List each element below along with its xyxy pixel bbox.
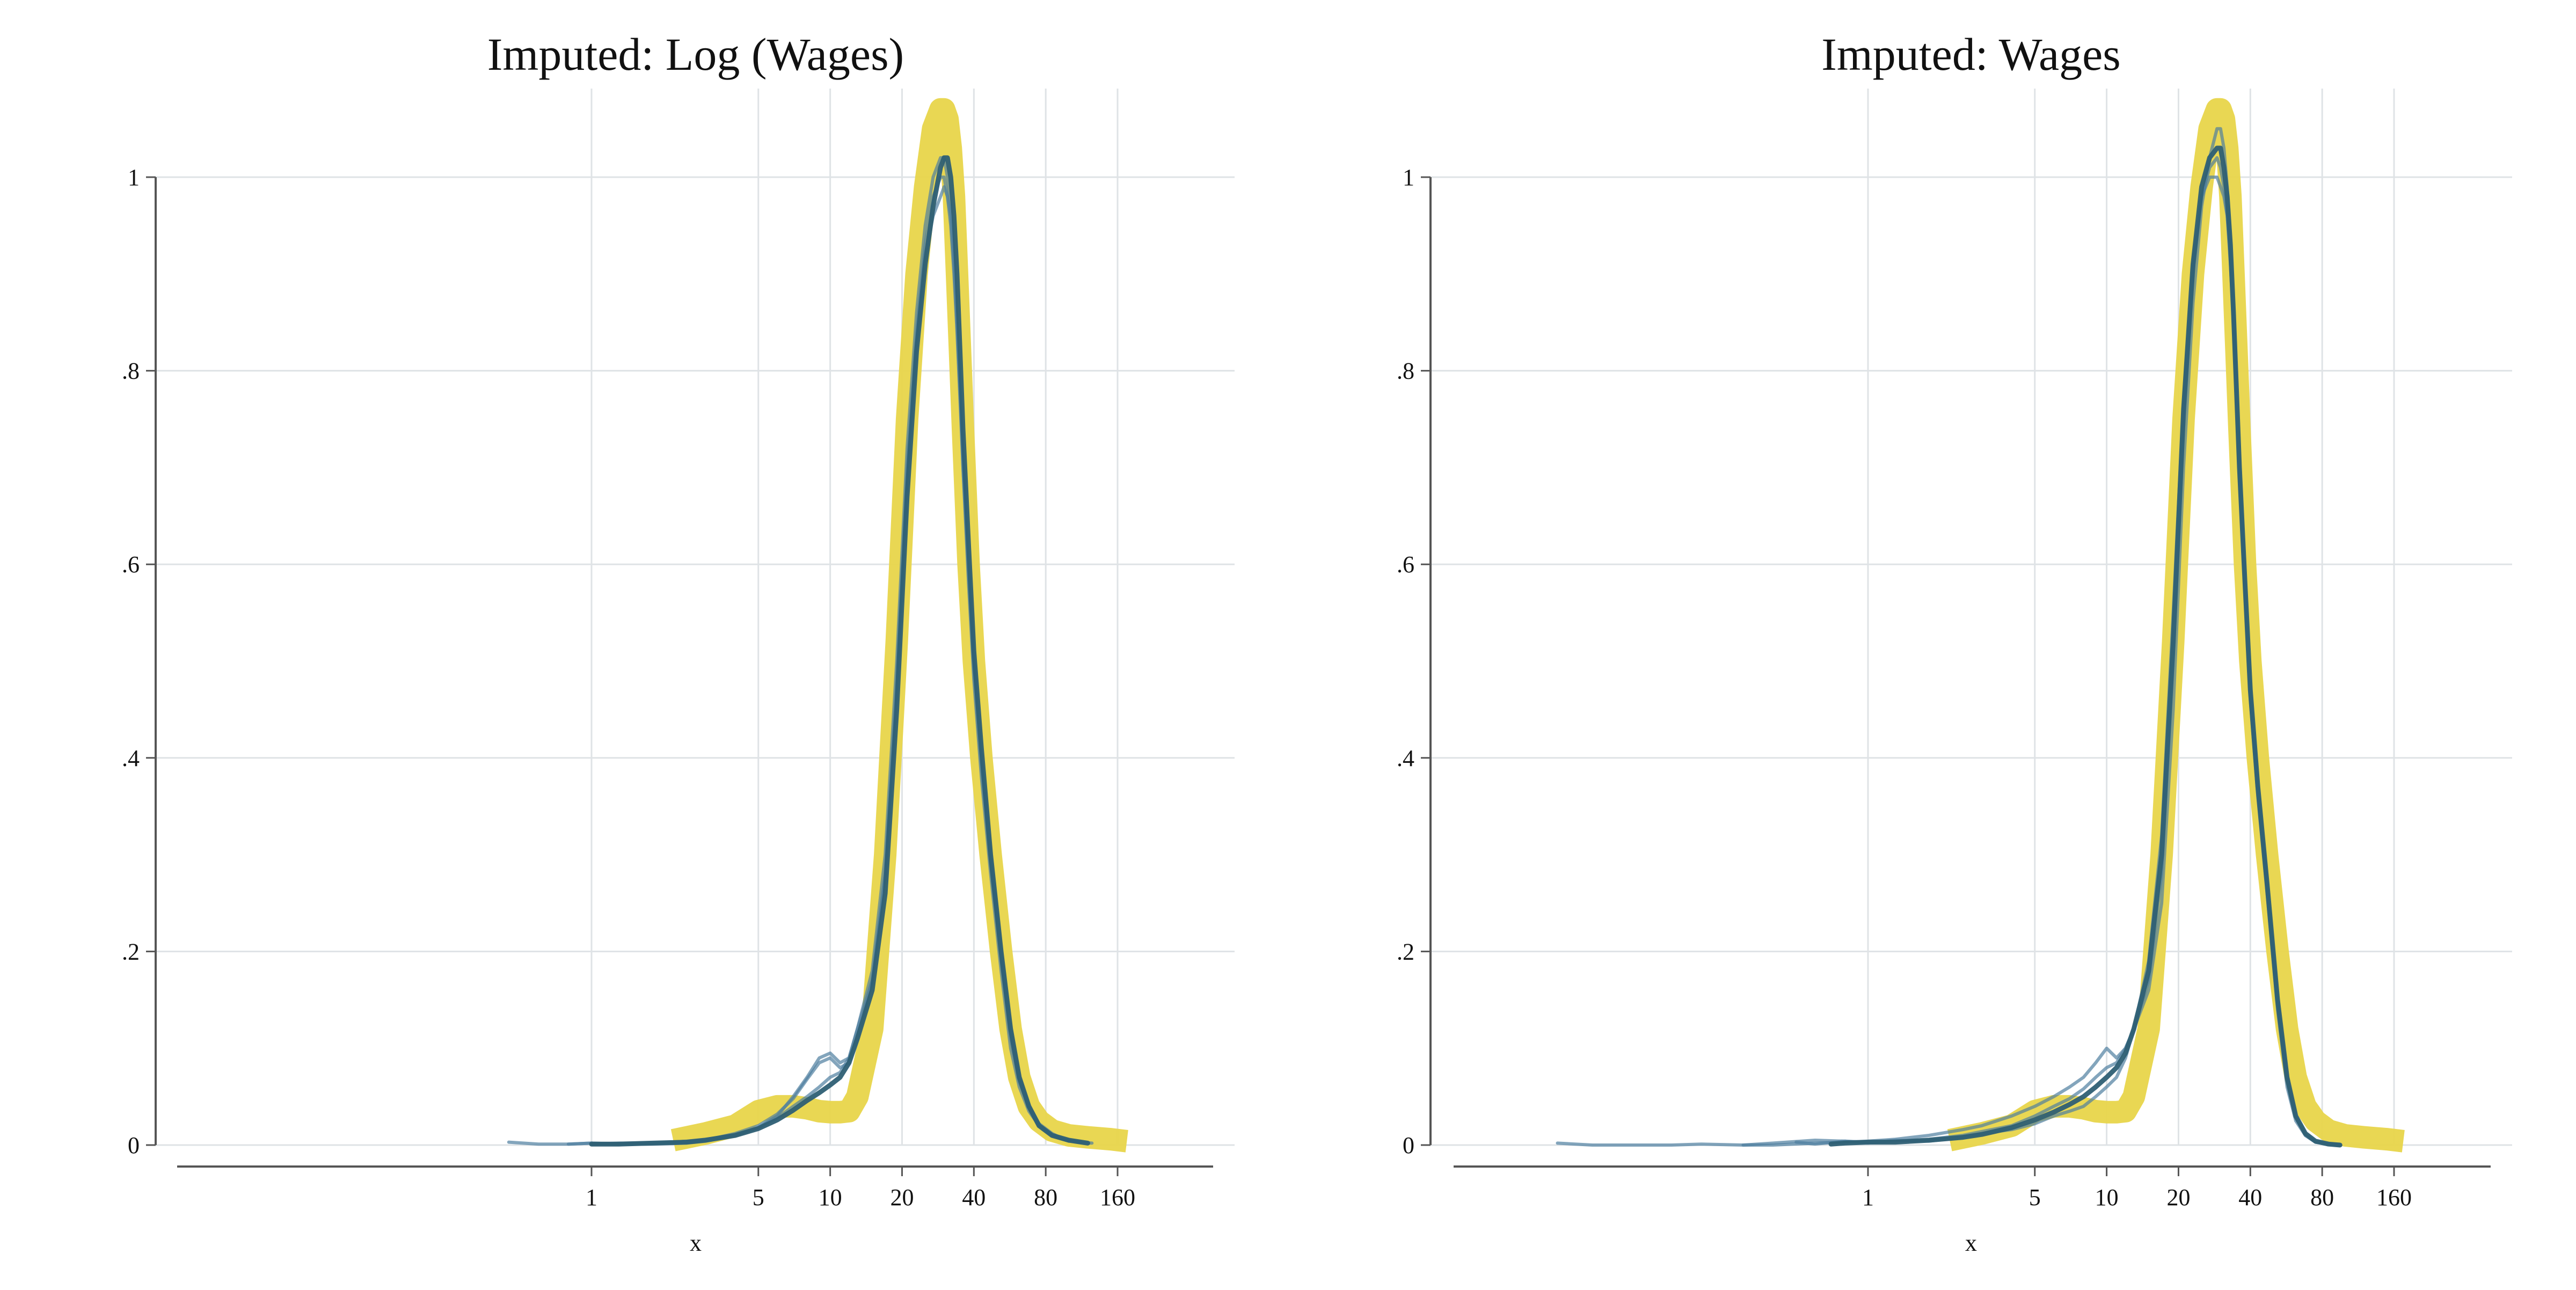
x-tick-label: 10 — [2095, 1184, 2119, 1211]
right-chart-panel: Imputed: Wages x 0 .2 .4 .6 .8 1 1 5 10 20 40 80 160 — [1397, 28, 2512, 1256]
chart-title-right: Imputed: Wages — [1821, 28, 2121, 80]
x-axis-title-left: x — [690, 1230, 702, 1256]
x-tick-label: 20 — [890, 1184, 914, 1211]
y-tick-label: 1 — [128, 164, 140, 191]
y-tick-label: .2 — [1397, 938, 1414, 965]
y-tick-label: 1 — [1403, 164, 1414, 191]
y-tick-label: .8 — [122, 358, 140, 384]
x-tick-label: 20 — [2166, 1184, 2190, 1211]
y-tick-label: .4 — [1397, 745, 1414, 771]
x-tick-label: 160 — [1100, 1184, 1135, 1211]
x-tick-label: 160 — [2376, 1184, 2412, 1211]
y-tick-label: .2 — [122, 938, 140, 965]
x-tick-label: 5 — [753, 1184, 764, 1211]
x-tick-label: 80 — [1034, 1184, 1057, 1211]
x-tick-label: 1 — [1862, 1184, 1874, 1211]
x-tick-label: 1 — [586, 1184, 597, 1211]
imputed-density-line-4 — [1828, 145, 2343, 1148]
imputed-density-line-4 — [589, 155, 1090, 1147]
left-chart-panel: Imputed: Log (Wages) x 0 .2 .4 .6 .8 1 1 5 10 20 4… — [122, 28, 1235, 1256]
x-axis-title-right: x — [1965, 1230, 1977, 1256]
y-tick-label: .6 — [1397, 551, 1414, 578]
y-tick-label: .4 — [122, 745, 140, 771]
y-tick-label: 0 — [128, 1132, 140, 1158]
y-tick-label: 0 — [1403, 1132, 1414, 1158]
y-tick-label: .8 — [1397, 358, 1414, 384]
x-tick-label: 80 — [2310, 1184, 2334, 1211]
x-tick-label: 5 — [2029, 1184, 2041, 1211]
y-tick-label: .6 — [122, 551, 140, 578]
x-tick-label: 10 — [819, 1184, 842, 1211]
x-tick-label: 40 — [2238, 1184, 2262, 1211]
chart-title-left: Imputed: Log (Wages) — [487, 28, 904, 80]
observed-density-line — [1947, 98, 2405, 1153]
x-tick-label: 40 — [962, 1184, 986, 1211]
